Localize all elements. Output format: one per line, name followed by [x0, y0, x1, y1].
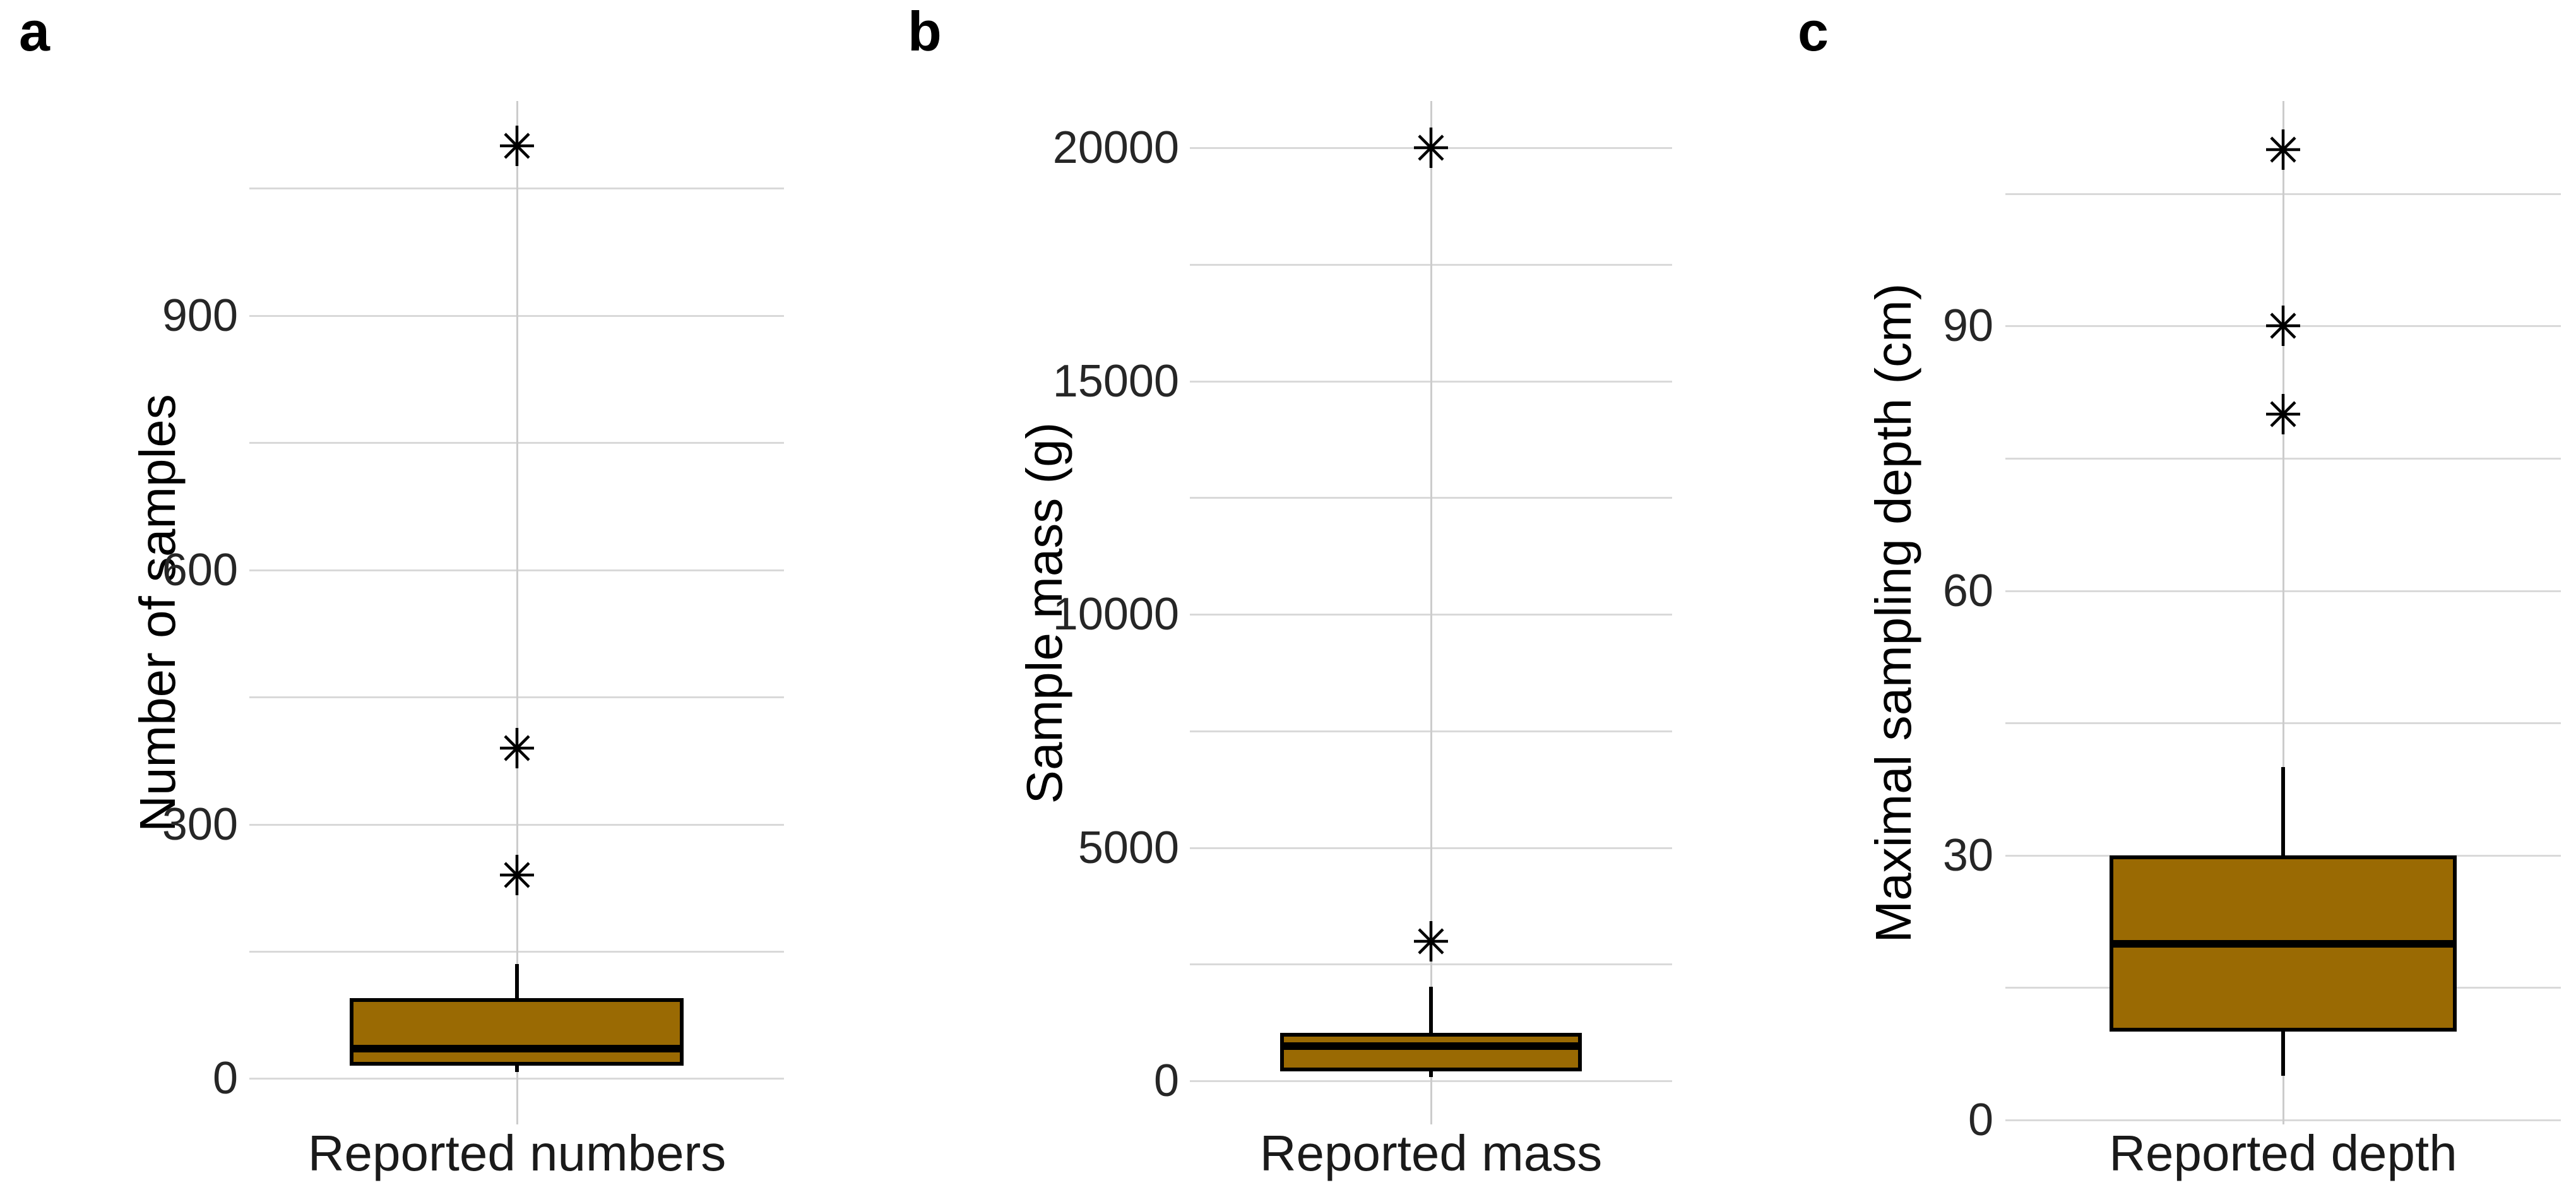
panel-letter-a: a [19, 0, 50, 63]
median-line [2113, 940, 2453, 948]
box [1280, 1033, 1582, 1071]
y-axis-title-a: Number of samples [129, 394, 186, 832]
y-tick-label: 20000 [1052, 122, 1179, 173]
y-tick-label: 10000 [1052, 589, 1179, 640]
outlier-star-icon [2263, 129, 2303, 170]
y-tick-label: 0 [212, 1053, 238, 1104]
y-tick-label: 15000 [1052, 356, 1179, 407]
median-line [353, 1045, 680, 1052]
y-tick-label: 300 [162, 799, 238, 850]
y-tick-label: 0 [1968, 1095, 1993, 1145]
y-tick-label: 60 [1942, 566, 1993, 616]
y-tick-label: 900 [162, 290, 238, 341]
outlier-star-icon [1411, 128, 1451, 168]
category-line [1430, 101, 1432, 1124]
outlier-star-icon [1411, 921, 1451, 962]
whisker-line [1429, 987, 1433, 1077]
y-tick-label: 600 [162, 545, 238, 595]
y-tick-label: 90 [1942, 301, 1993, 351]
y-tick-label: 5000 [1077, 823, 1179, 873]
outlier-star-icon [497, 855, 537, 895]
x-category-label-c: Reported depth [2109, 1125, 2457, 1181]
outlier-star-icon [497, 728, 537, 768]
panel-letter-b: b [908, 0, 942, 63]
y-tick-label: 30 [1942, 830, 1993, 881]
outlier-star-icon [2263, 394, 2303, 434]
y-tick-label: 0 [1153, 1056, 1179, 1106]
category-line [2282, 101, 2284, 1124]
category-line [516, 101, 518, 1124]
outlier-star-icon [2263, 306, 2303, 346]
box [350, 998, 684, 1066]
x-category-label-a: Reported numbers [307, 1125, 727, 1181]
panel-letter-c: c [1798, 0, 1829, 63]
x-category-label-b: Reported mass [1259, 1125, 1603, 1181]
median-line [1284, 1042, 1578, 1050]
outlier-star-icon [497, 126, 537, 166]
